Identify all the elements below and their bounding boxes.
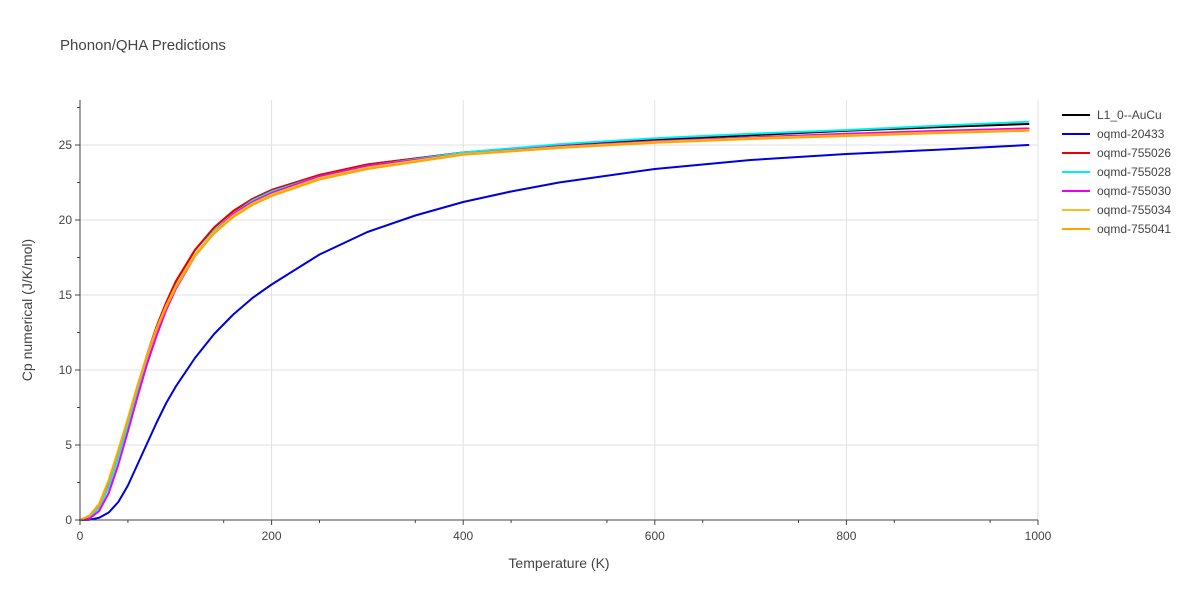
y-axis-title: Cp numerical (J/K/mol) (19, 239, 35, 381)
legend-label: oqmd-20433 (1097, 127, 1165, 141)
legend-item[interactable]: oqmd-755028 (1062, 165, 1171, 179)
legend-item[interactable]: L1_0--AuCu (1062, 108, 1162, 122)
legend-label: oqmd-755028 (1097, 165, 1171, 179)
x-tick-label: 200 (262, 529, 282, 543)
x-tick-label: 800 (836, 529, 856, 543)
legend: L1_0--AuCu oqmd-20433 oqmd-755026 oqmd-7550… (1062, 108, 1171, 236)
series-line-oqmd-755026 (79, 127, 1030, 521)
legend-item[interactable]: oqmd-755030 (1062, 184, 1171, 198)
legend-item[interactable]: oqmd-755026 (1062, 146, 1171, 160)
legend-label: oqmd-755026 (1097, 146, 1171, 160)
series-line-oqmd-755041 (79, 129, 1030, 521)
legend-label: oqmd-755034 (1097, 203, 1171, 217)
grid-layer (80, 100, 1039, 520)
y-tick-label: 5 (65, 438, 72, 452)
y-tick-label: 15 (59, 288, 73, 302)
y-tick-label: 25 (59, 138, 73, 152)
legend-item[interactable]: oqmd-20433 (1062, 127, 1165, 141)
chart-title: Phonon/QHA Predictions (60, 37, 226, 54)
x-axis-title: Temperature (K) (508, 555, 609, 571)
y-tick-label: 10 (59, 363, 73, 377)
series-line-oqmd-755030 (79, 127, 1030, 521)
x-tick-label: 600 (645, 529, 665, 543)
legend-item[interactable]: oqmd-755041 (1062, 222, 1171, 236)
x-tick-label: 0 (77, 529, 84, 543)
y-tick-label: 0 (65, 513, 72, 527)
series-line-oqmd-20433 (79, 144, 1030, 521)
series-line-oqmd-755028 (79, 120, 1030, 521)
legend-label: oqmd-755041 (1097, 222, 1171, 236)
axes-layer: 0 200 400 600 800 1000 0 5 10 15 20 25 (59, 100, 1052, 543)
y-tick-label: 20 (59, 213, 73, 227)
legend-item[interactable]: oqmd-755034 (1062, 203, 1171, 217)
series-layer (79, 120, 1030, 521)
x-tick-label: 1000 (1025, 529, 1052, 543)
legend-label: oqmd-755030 (1097, 184, 1171, 198)
x-tick-label: 400 (453, 529, 473, 543)
legend-label: L1_0--AuCu (1097, 108, 1162, 122)
